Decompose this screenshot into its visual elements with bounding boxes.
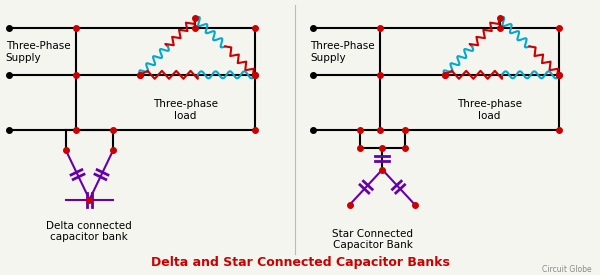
Text: Delta connected
capacitor bank: Delta connected capacitor bank (46, 221, 131, 242)
Text: Three-Phase
Supply: Three-Phase Supply (310, 41, 374, 63)
Text: Star Connected
Capacitor Bank: Star Connected Capacitor Bank (332, 229, 413, 250)
Text: Delta and Star Connected Capacitor Banks: Delta and Star Connected Capacitor Banks (151, 256, 449, 269)
Text: Three-phase
load: Three-phase load (153, 99, 218, 120)
Text: Three-phase
load: Three-phase load (457, 99, 522, 120)
Text: Circuit Globe: Circuit Globe (542, 265, 592, 274)
Text: Three-Phase
Supply: Three-Phase Supply (5, 41, 70, 63)
